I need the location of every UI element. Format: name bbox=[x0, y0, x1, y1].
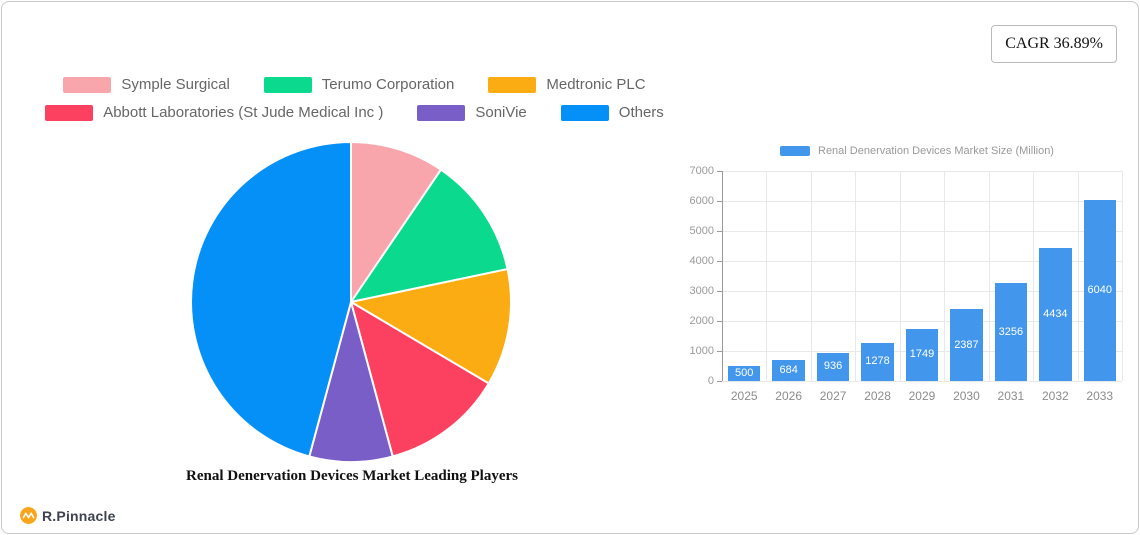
x-tick-label: 2031 bbox=[997, 389, 1025, 403]
y-tick-label: 5000 bbox=[689, 225, 714, 237]
cagr-badge: CAGR 36.89% bbox=[991, 25, 1117, 63]
x-tick-label: 2032 bbox=[1041, 389, 1069, 403]
bar: 1749 bbox=[905, 328, 939, 381]
y-tick-mark bbox=[717, 291, 722, 292]
pie-slice bbox=[350, 141, 442, 303]
y-tick-label: 3000 bbox=[689, 285, 714, 297]
v-gridline bbox=[1077, 171, 1079, 381]
legend-swatch bbox=[63, 76, 112, 93]
pinnacle-wave-icon bbox=[20, 507, 37, 524]
legend-item[interactable]: SoniVie bbox=[417, 104, 527, 121]
pie-slice bbox=[190, 141, 352, 458]
y-tick-mark bbox=[717, 261, 722, 262]
bar-legend-swatch bbox=[780, 146, 810, 156]
bar: 1278 bbox=[861, 342, 894, 381]
legend-label: Abbott Laboratories (St Jude Medical Inc… bbox=[103, 104, 384, 121]
v-gridline bbox=[1033, 171, 1035, 381]
bar-value-label: 6040 bbox=[1087, 283, 1112, 296]
x-tick-label: 2033 bbox=[1086, 389, 1114, 403]
y-tick-label: 4000 bbox=[689, 255, 714, 267]
y-tick-mark bbox=[717, 171, 722, 172]
y-tick-mark bbox=[717, 351, 722, 352]
bar-value-label: 2387 bbox=[954, 338, 979, 351]
y-tick-mark bbox=[717, 321, 722, 322]
pie-slice bbox=[350, 168, 509, 303]
bar: 6040 bbox=[1083, 199, 1116, 381]
bar-legend-label: Renal Denervation Devices Market Size (M… bbox=[818, 145, 1054, 157]
bar-value-label: 1278 bbox=[865, 355, 890, 368]
bar-value-label: 1749 bbox=[909, 348, 935, 361]
legend-swatch bbox=[45, 104, 94, 121]
h-gridline bbox=[722, 291, 1122, 292]
y-tick-label: 6000 bbox=[689, 195, 714, 207]
legend-label: Terumo Corporation bbox=[321, 76, 455, 93]
pie-chart-title: Renal Denervation Devices Market Leading… bbox=[185, 468, 519, 484]
pie-slice bbox=[350, 268, 512, 385]
bar-legend-item[interactable]: Renal Denervation Devices Market Size (M… bbox=[702, 144, 1132, 158]
y-tick-label: 2000 bbox=[689, 315, 714, 327]
legend-item[interactable]: Others bbox=[560, 104, 664, 121]
bar-value-label: 4434 bbox=[1043, 307, 1068, 320]
brand-logo-text: R.Pinnacle bbox=[42, 507, 116, 524]
bar-plot-area: 0 1000 2000 3000 4000 5000 6000 7000 500 2025 684 2… bbox=[690, 165, 1123, 403]
legend-swatch bbox=[488, 76, 537, 93]
y-axis-line bbox=[722, 171, 723, 381]
v-gridline bbox=[1122, 171, 1123, 381]
legend-item[interactable]: Medtronic PLC bbox=[488, 76, 646, 93]
h-gridline bbox=[722, 201, 1122, 202]
v-gridline bbox=[899, 171, 901, 381]
y-tick-mark bbox=[717, 381, 722, 382]
bar: 4434 bbox=[1039, 247, 1072, 381]
bar-value-label: 500 bbox=[735, 367, 754, 379]
legend-item[interactable]: Symple Surgical bbox=[63, 76, 230, 93]
h-gridline bbox=[722, 231, 1122, 232]
x-tick-label: 2030 bbox=[953, 389, 980, 403]
legend-item[interactable]: Abbott Laboratories (St Jude Medical Inc… bbox=[45, 104, 383, 121]
legend-item[interactable]: Terumo Corporation bbox=[263, 76, 455, 93]
pie-chart bbox=[190, 141, 512, 463]
h-gridline bbox=[722, 381, 1122, 382]
v-gridline bbox=[766, 171, 768, 381]
x-tick-label: 2027 bbox=[819, 389, 847, 403]
v-gridline bbox=[988, 171, 990, 381]
v-gridline bbox=[855, 171, 857, 381]
bar-value-label: 936 bbox=[823, 360, 843, 373]
bar: 500 bbox=[728, 366, 761, 381]
legend-swatch bbox=[417, 104, 466, 121]
h-gridline bbox=[722, 321, 1122, 322]
y-tick-label: 0 bbox=[707, 375, 714, 387]
x-tick-label: 2026 bbox=[775, 389, 802, 403]
y-tick-mark bbox=[717, 231, 722, 232]
legend-label: Others bbox=[618, 104, 664, 121]
y-tick-label: 1000 bbox=[689, 345, 714, 357]
pie-slice bbox=[308, 301, 394, 463]
y-tick-mark bbox=[717, 201, 722, 202]
v-gridline bbox=[810, 171, 812, 381]
bar-value-label: 684 bbox=[779, 364, 798, 377]
bar: 936 bbox=[816, 352, 850, 381]
bar-value-label: 3256 bbox=[998, 325, 1024, 338]
legend-swatch bbox=[560, 104, 609, 121]
legend-label: Medtronic PLC bbox=[546, 76, 646, 93]
h-gridline bbox=[722, 261, 1122, 262]
bar: 3256 bbox=[994, 283, 1028, 381]
bar: 2387 bbox=[950, 309, 983, 381]
x-tick-label: 2029 bbox=[908, 389, 936, 403]
pie-legend: Symple Surgical Terumo Corporation Medtron… bbox=[32, 76, 677, 121]
brand-logo: R.Pinnacle bbox=[20, 507, 116, 524]
pie-slice bbox=[350, 301, 490, 458]
h-gridline bbox=[722, 171, 1122, 172]
bar: 684 bbox=[772, 360, 805, 381]
x-tick-label: 2025 bbox=[730, 389, 758, 403]
legend-label: SoniVie bbox=[475, 104, 527, 121]
v-gridline bbox=[944, 171, 946, 381]
legend-label: Symple Surgical bbox=[121, 76, 230, 93]
bar-chart-panel: Renal Denervation Devices Market Size (M… bbox=[690, 144, 1132, 403]
legend-swatch bbox=[263, 76, 312, 93]
x-tick-label: 2028 bbox=[864, 389, 891, 403]
y-tick-label: 7000 bbox=[689, 165, 714, 177]
